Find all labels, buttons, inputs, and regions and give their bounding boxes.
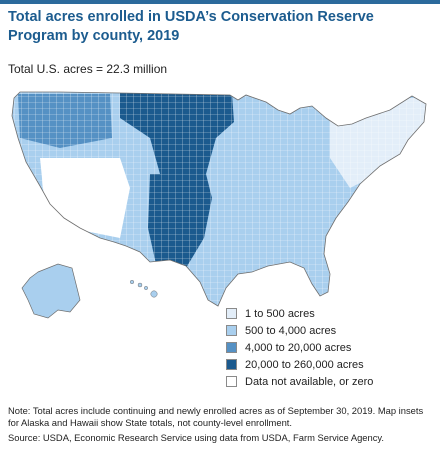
legend-label: 4,000 to 20,000 acres [245, 341, 352, 354]
legend-item: 4,000 to 20,000 acres [226, 339, 426, 356]
total-acres-label: Total U.S. acres = 22.3 million [8, 62, 168, 76]
hawaii-inset [129, 279, 158, 298]
map-title: Total acres enrolled in USDA’s Conservat… [8, 9, 374, 44]
legend-swatch [226, 325, 237, 336]
legend-item: 500 to 4,000 acres [226, 322, 426, 339]
legend-item: 1 to 500 acres [226, 305, 426, 322]
map-source: Source: USDA, Economic Research Service … [8, 432, 385, 443]
legend-item: Data not available, or zero [226, 373, 426, 390]
us-outline [11, 91, 427, 307]
alaska-inset [21, 263, 81, 319]
legend-swatch [226, 376, 237, 387]
map-note: Note: Total acres include continuing and… [8, 405, 424, 428]
legend-swatch [226, 342, 237, 353]
us-county-map [11, 91, 427, 319]
header-bar [0, 0, 440, 4]
legend-swatch [226, 359, 237, 370]
legend-label: 1 to 500 acres [245, 307, 315, 320]
map-legend: 1 to 500 acres 500 to 4,000 acres 4,000 … [226, 305, 426, 390]
legend-label: 500 to 4,000 acres [245, 324, 337, 337]
legend-label: 20,000 to 260,000 acres [245, 358, 364, 371]
legend-label: Data not available, or zero [245, 375, 374, 388]
legend-swatch [226, 308, 237, 319]
legend-item: 20,000 to 260,000 acres [226, 356, 426, 373]
